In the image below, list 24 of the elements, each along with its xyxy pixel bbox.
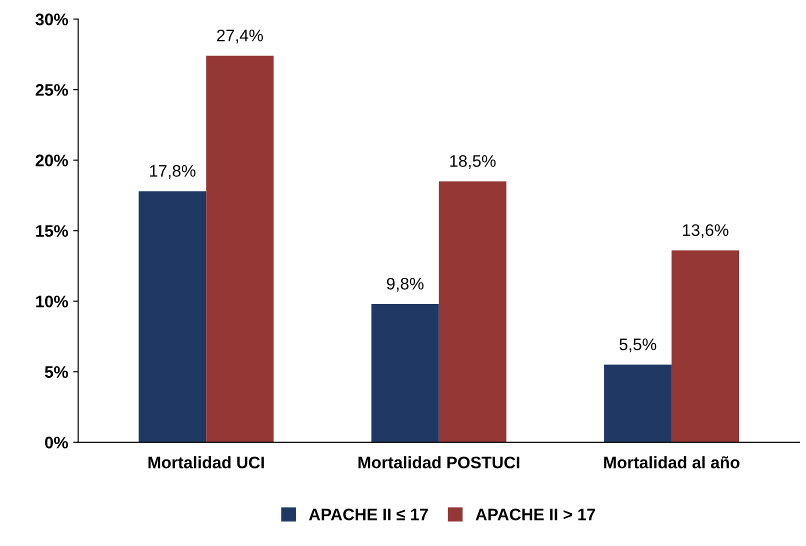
data-label: 17,8% [150,164,196,179]
legend-label: APACHE II > 17 [476,508,596,520]
data-label: 18,5% [450,155,496,169]
y-tick-label: 10% [36,296,68,308]
bar [206,56,274,442]
y-tick-label: 25% [36,84,68,96]
y-tick-label: 0% [45,436,68,448]
y-tick-label: 5% [44,366,68,378]
y-tick-label: 15% [36,225,68,237]
x-tick-label: Mortalidad al año [604,456,740,468]
bar [371,304,439,442]
data-label: 5,5% [620,338,656,352]
x-tick-label: Mortalidad POSTUCI [358,456,520,468]
data-label: 9,8% [386,278,424,292]
data-label: 13,6% [682,224,728,238]
bar [438,181,506,442]
bar [138,191,206,442]
y-tick-label: 20% [36,154,68,166]
x-tick-label: Mortalidad UCI [148,456,264,468]
legend-label: APACHE II ≤ 17 [309,508,428,520]
data-label: 27,4% [217,30,263,44]
bar [672,250,740,442]
y-tick-label: 30% [35,14,68,26]
bar [604,364,672,442]
